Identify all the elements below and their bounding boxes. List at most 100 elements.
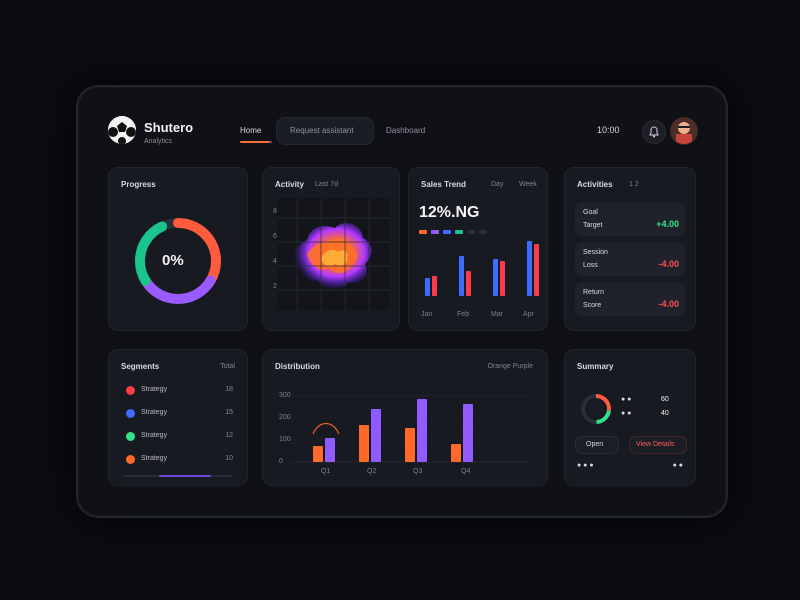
metric-x-label: Apr	[523, 311, 534, 318]
metric-tab-week[interactable]: Week	[519, 181, 537, 188]
distribution-ytick: 100	[279, 436, 291, 443]
summary-ring	[581, 394, 611, 424]
metric-legend-blue	[443, 230, 451, 234]
distribution-x-label: Q1	[321, 468, 331, 475]
heatmap-ytick-1: 8	[273, 208, 277, 215]
segment-dot-orange	[126, 455, 135, 464]
segments-card: Segments Total Strategy 18 Strategy 15 S…	[108, 349, 248, 486]
activity-item-value: +4.00	[656, 219, 679, 229]
activity-item-label: Return	[583, 289, 605, 296]
segment-label: Strategy	[141, 455, 168, 462]
segments-slider-fill	[159, 475, 211, 477]
segment-label: Strategy	[141, 386, 168, 393]
summary-view-button[interactable]: View Details	[629, 436, 687, 454]
activity-title: Activities	[577, 180, 613, 189]
top-bar: Shutero Analytics Home Request assistant…	[78, 87, 726, 157]
summary-label: ● ●	[621, 410, 632, 417]
notification-bell-icon[interactable]	[642, 120, 666, 144]
distribution-ytick: 0	[279, 458, 283, 465]
distribution-bar	[451, 443, 461, 462]
metric-card: Sales Trend Day Week 12%.NG Jan Feb Mar …	[408, 167, 548, 331]
heatmap-ytick-4: 2	[273, 283, 277, 290]
metric-bar	[425, 278, 430, 296]
summary-card: Summary ● ● ● ● 60 40 Open View Details …	[564, 349, 696, 486]
distribution-bars	[303, 388, 525, 462]
segment-dot-blue	[126, 409, 135, 418]
activity-item-sub: Target	[583, 222, 603, 229]
metric-legend-orange	[419, 230, 427, 234]
segments-title: Segments	[121, 362, 160, 371]
segment-dot-red	[126, 386, 135, 395]
progress-title: Progress	[121, 180, 156, 189]
activity-item[interactable]: Return Score -4.00	[575, 282, 685, 316]
summary-label: ● ●	[621, 396, 632, 403]
metric-bar	[500, 261, 505, 296]
soccer-ball-logo-icon	[108, 116, 136, 144]
distribution-gridlines	[291, 395, 531, 463]
segment-dot-green	[126, 432, 135, 441]
segment-value: 12	[225, 432, 233, 439]
distribution-title: Distribution	[275, 362, 320, 371]
heatmap-ytick-3: 4	[273, 258, 277, 265]
metric-bar	[432, 276, 437, 296]
nav-dot	[270, 141, 272, 143]
activity-item-value: -4.00	[658, 299, 679, 309]
distribution-bar	[405, 427, 415, 462]
metric-x-label: Jan	[421, 311, 433, 318]
metric-legend-purple	[431, 230, 439, 234]
distribution-legend: Orange Purple	[487, 363, 533, 370]
search-placeholder: Request assistant	[290, 126, 354, 135]
segment-label: Strategy	[141, 432, 168, 439]
segment-value: 15	[225, 409, 233, 416]
search-bar[interactable]: Request assistant	[276, 117, 374, 145]
metric-bar	[534, 244, 539, 296]
activity-item[interactable]: Session Loss -4.00	[575, 242, 685, 276]
status-time: 10:00	[597, 125, 620, 135]
heatmap-card: Activity Last 7d 8 6 4 2	[262, 167, 400, 331]
metric-legend-green	[455, 230, 463, 234]
summary-footer-left: ● ● ●	[577, 462, 594, 469]
activity-item-sub: Loss	[583, 262, 598, 269]
segment-value: 18	[225, 386, 233, 393]
heatmap-subtitle: Last 7d	[315, 181, 338, 188]
nav-home[interactable]: Home	[240, 126, 262, 135]
distribution-bar	[371, 409, 381, 462]
summary-badge: 60	[661, 396, 669, 403]
metric-kpi: 12%.NG	[419, 204, 480, 221]
user-avatar[interactable]	[670, 117, 698, 145]
summary-title: Summary	[577, 362, 614, 371]
app-subtitle: Analytics	[144, 138, 173, 145]
summary-view-button-label: View Details	[636, 441, 675, 448]
metric-bar	[493, 259, 498, 296]
metric-x-label: Feb	[457, 311, 470, 318]
progress-value: 0%	[162, 252, 184, 269]
heatmap-title: Activity	[275, 180, 304, 189]
heatmap-ytick-2: 6	[273, 233, 277, 240]
distribution-x-label: Q2	[367, 468, 377, 475]
distribution-x-label: Q4	[461, 468, 471, 475]
progress-card: Progress 0%	[108, 167, 248, 331]
metric-bar	[466, 271, 471, 296]
app-title: Shutero	[144, 120, 194, 135]
activity-item-sub: Score	[583, 302, 602, 309]
metric-legend-gray	[467, 230, 475, 234]
metric-tab-day[interactable]: Day	[491, 181, 504, 188]
metric-bars	[419, 240, 539, 296]
metric-bar	[459, 256, 464, 296]
segments-right-label: Total	[220, 363, 235, 370]
metric-title: Sales Trend	[421, 180, 466, 189]
metric-legend-gray2	[479, 230, 487, 234]
activity-pager[interactable]: 1 2	[629, 181, 639, 188]
nav-dashboard[interactable]: Dashboard	[386, 126, 426, 135]
segment-value: 10	[225, 455, 233, 462]
activity-item[interactable]: Goal Target +4.00	[575, 202, 685, 236]
progress-donut	[135, 218, 221, 304]
distribution-bar	[359, 425, 369, 462]
metric-x-label: Mar	[491, 311, 504, 318]
distribution-ytick: 300	[279, 392, 291, 399]
summary-open-button[interactable]: Open	[575, 436, 619, 454]
distribution-bar	[325, 438, 335, 462]
activity-item-value: -4.00	[658, 259, 679, 269]
segment-label: Strategy	[141, 409, 168, 416]
distribution-ytick: 200	[279, 414, 291, 421]
